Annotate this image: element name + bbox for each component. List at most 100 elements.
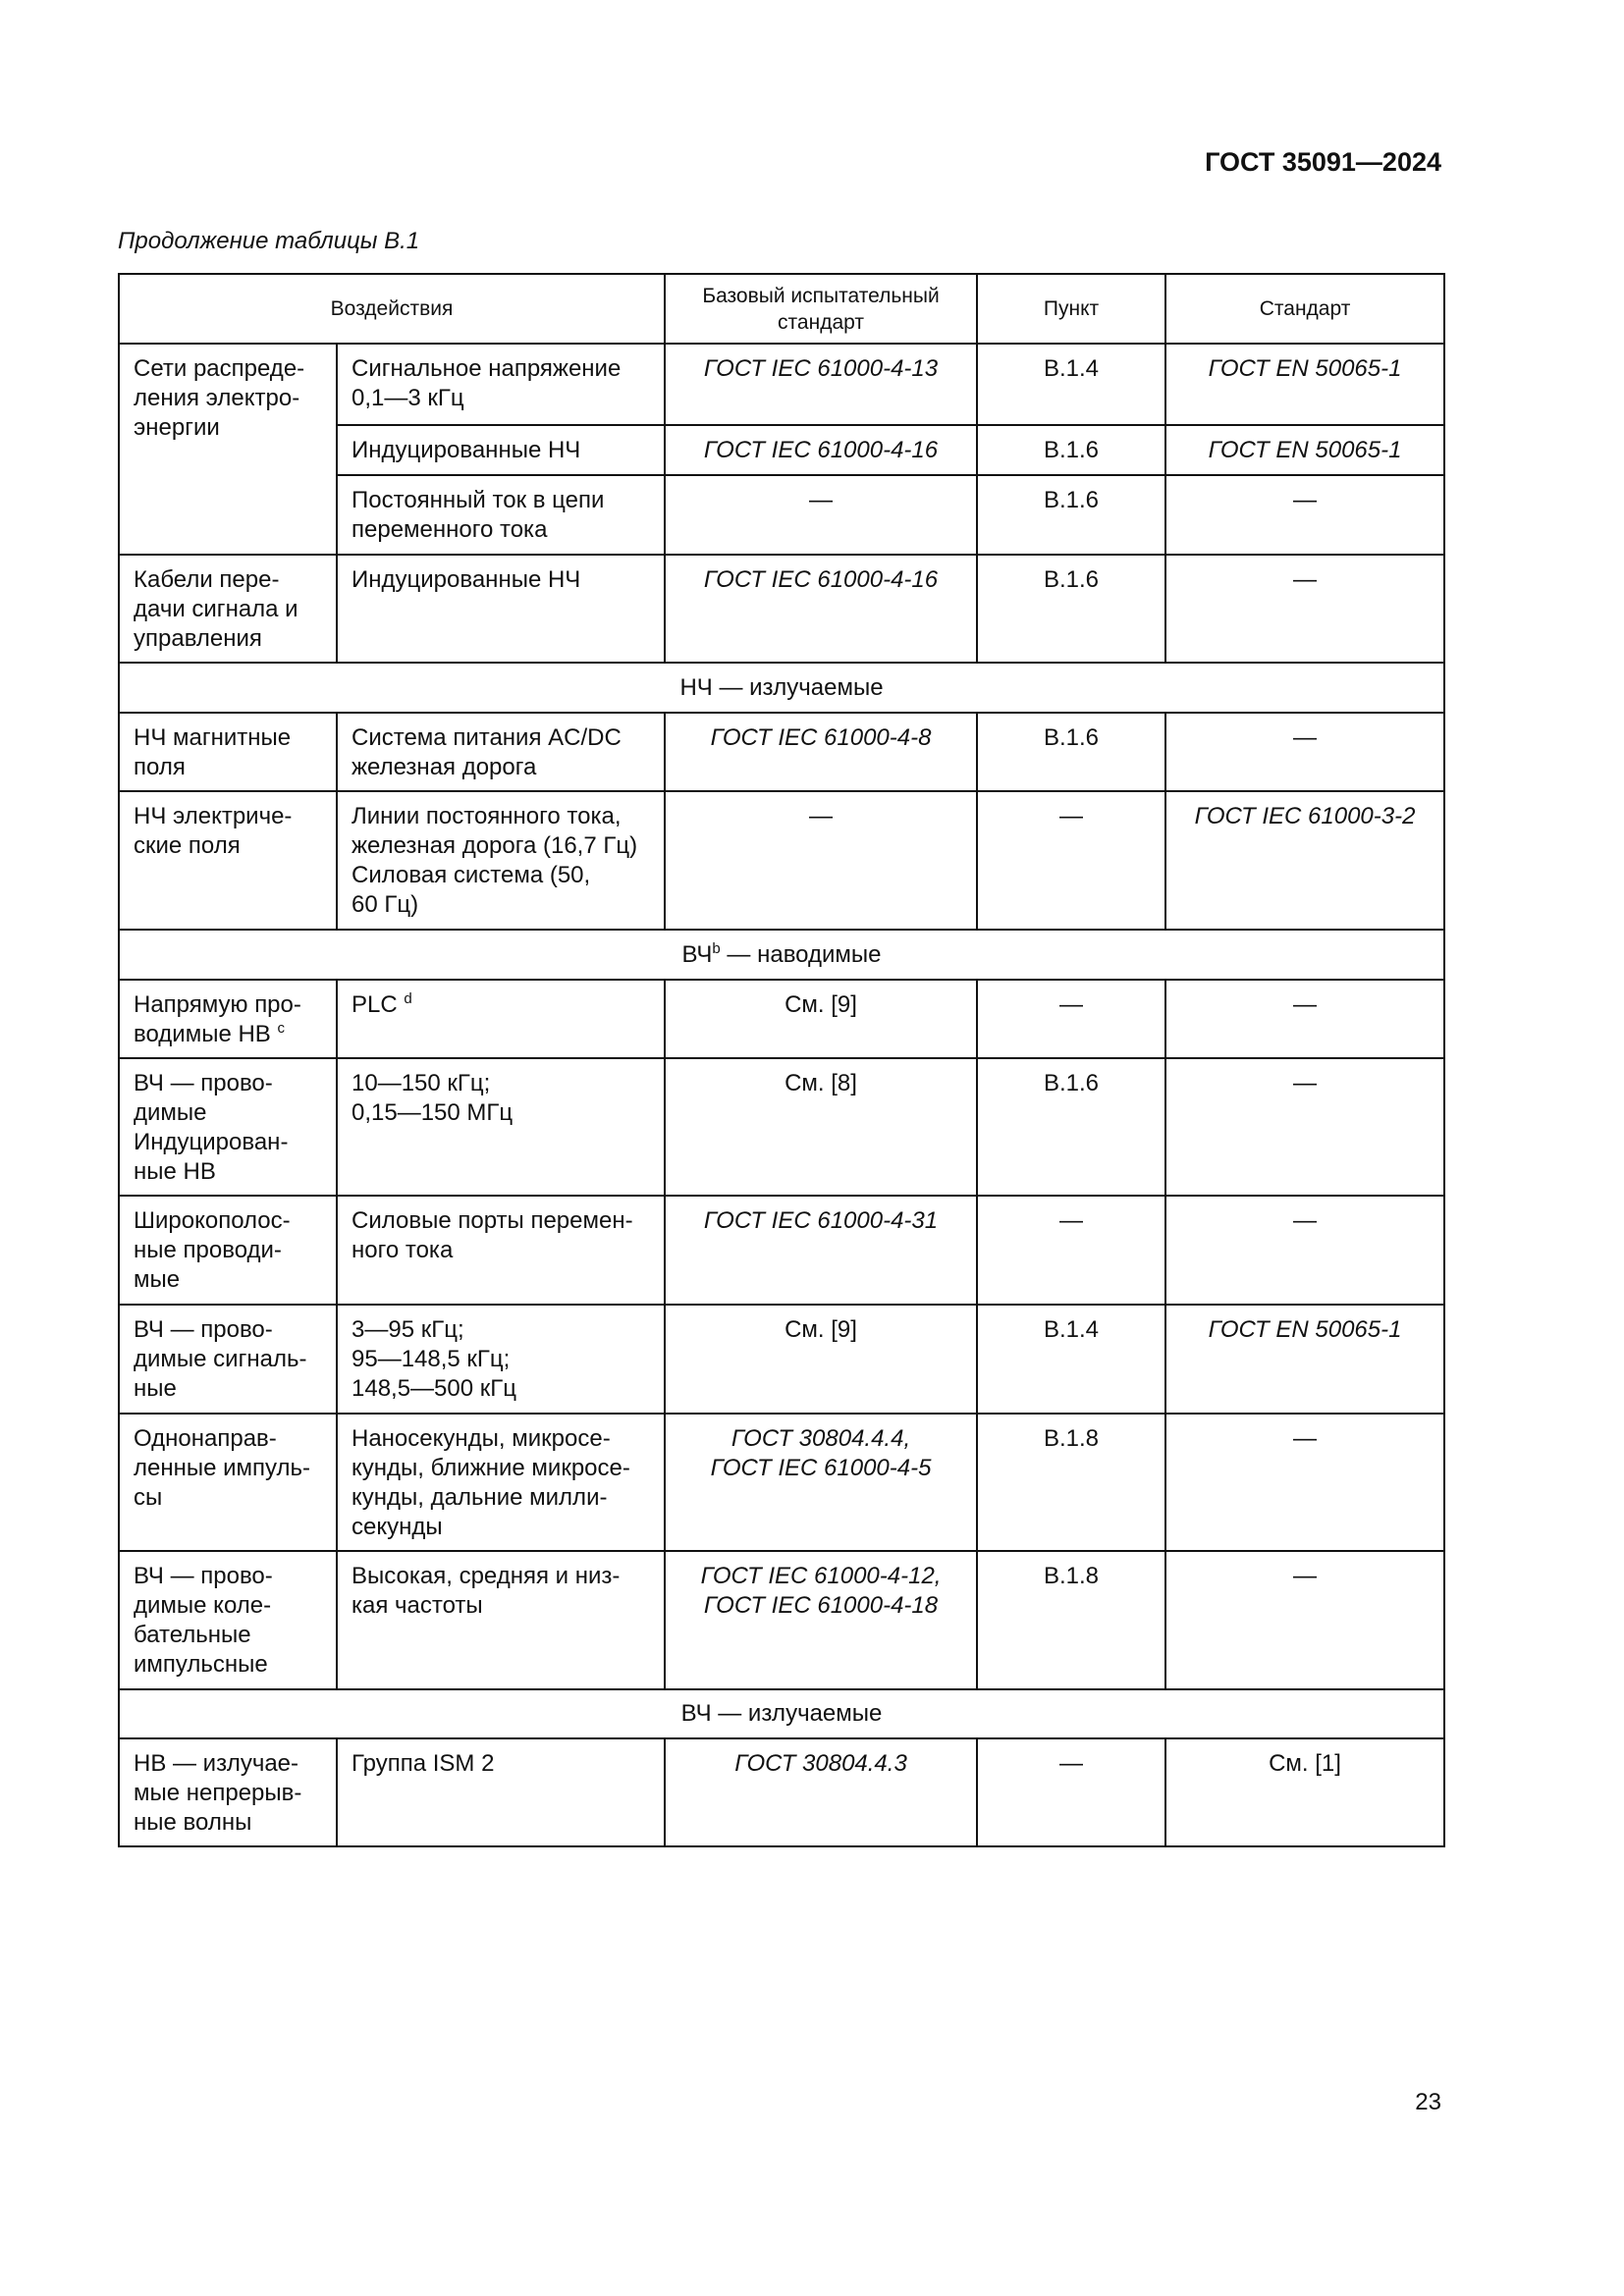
table-row: НВ — излучае- мые непрерыв- ные волны Гру… (118, 1737, 1446, 1847)
impact-group: ВЧ — прово- димые сигналь- ные (118, 1304, 338, 1415)
base-standard: — (664, 474, 979, 556)
base-standard-text: ГОСТ IEC 61000-4-8 (710, 724, 932, 751)
section-row: НЧ — излучаемые (117, 662, 1446, 714)
impact-detail-text: Группа ISM 2 (352, 1750, 495, 1777)
clause: B.1.6 (976, 474, 1167, 556)
clause-text: — (1059, 1750, 1084, 1777)
standard: См. [1] (1164, 1737, 1446, 1847)
impact-group-text: НЧ магнитные поля (134, 724, 292, 780)
impact-group-text: Сети распреде- ления электро- энергии (134, 355, 305, 441)
impact-detail-text: Силовые порты перемен- ного тока (352, 1207, 633, 1263)
impact-group: НВ — излучае- мые непрерыв- ные волны (118, 1737, 338, 1847)
table-row: ВЧ — прово- димые сигналь- ные 3—95 кГц; … (118, 1304, 1446, 1415)
table-row: ВЧ — прово- димые коле- бательные импуль… (118, 1550, 1446, 1690)
base-standard: См. [9] (664, 1304, 979, 1415)
impact-group-text: НВ — излучае- мые непрерыв- ные волны (134, 1750, 302, 1836)
footnote-marker: c (277, 1020, 285, 1037)
standard-text: См. [1] (1269, 1750, 1341, 1777)
impact-detail-text: Сигнальное напряжение 0,1—3 кГц (352, 355, 622, 411)
clause: B.1.8 (976, 1413, 1167, 1552)
standard: ГОСТ EN 50065-1 (1164, 424, 1446, 476)
table-header-row: Воздействия Базовый испытательный станда… (117, 273, 1446, 345)
clause-text: B.1.6 (1043, 566, 1100, 593)
standard: — (1164, 979, 1446, 1059)
impact-detail-text: 10—150 кГц; 0,15—150 МГц (352, 1070, 514, 1126)
header-clause: Пункт (976, 273, 1167, 345)
impact-detail: Система питания AC/DC железная дорога (335, 712, 667, 792)
footnote-marker: d (404, 990, 412, 1007)
section-row: ВЧ — излучаемые (117, 1688, 1446, 1739)
impact-detail-text: Постоянный ток в цепи переменного тока (352, 487, 605, 543)
clause-text: — (1059, 991, 1084, 1018)
base-standard-text: — (809, 803, 834, 829)
section-heading-text: ВЧ — излучаемые (680, 1700, 883, 1727)
impact-detail-text: Наносекунды, микросе- кунды, ближние мик… (352, 1425, 630, 1540)
section-row: ВЧb — наводимые (117, 929, 1446, 981)
section-heading-rest: — наводимые (720, 940, 882, 968)
standard-text: — (1293, 566, 1318, 593)
standard: ГОСТ EN 50065-1 (1164, 343, 1446, 426)
impact-detail-text: Индуцированные НЧ (352, 437, 581, 463)
clause: B.1.6 (976, 424, 1167, 476)
impact-group: Кабели пере- дачи сигнала и управления (118, 554, 338, 664)
impact-detail-text: Система питания AC/DC железная дорога (352, 724, 622, 780)
base-standard: ГОСТ 30804.4.3 (664, 1737, 979, 1847)
impact-detail: Индуцированные НЧ (335, 424, 667, 476)
clause: B.1.6 (976, 554, 1167, 664)
impact-detail-text: Линии постоянного тока, железная дорога … (352, 803, 638, 918)
impact-group-text: Кабели пере- дачи сигнала и управления (134, 566, 298, 652)
standard-text: — (1293, 1563, 1318, 1589)
impact-group: Однонаправ- ленные импуль- сы (118, 1413, 338, 1552)
base-standard-text: ГОСТ IEC 61000-4-16 (703, 566, 939, 593)
document-id: ГОСТ 35091—2024 (1205, 147, 1441, 177)
clause: B.1.6 (976, 712, 1167, 792)
base-standard-text: ГОСТ IEC 61000-4-31 (703, 1207, 939, 1234)
base-standard-text: ГОСТ IEC 61000-4-13 (703, 355, 939, 382)
impact-detail: Постоянный ток в цепи переменного тока (335, 474, 667, 556)
header-base-standard: Базовый испытательный стандарт (664, 273, 979, 345)
base-standard: ГОСТ IEC 61000-4-16 (664, 424, 979, 476)
standard-text: — (1293, 1425, 1318, 1452)
base-standard: ГОСТ IEC 61000-4-31 (664, 1195, 979, 1306)
base-standard-text: См. [9] (785, 1316, 857, 1343)
table-row: Постоянный ток в цепи переменного тока — B… (119, 474, 1446, 556)
base-standard-text: ГОСТ 30804.4.3 (734, 1750, 907, 1777)
clause-text: B.1.4 (1043, 355, 1100, 382)
base-standard-text: ГОСТ IEC 61000-4-12, ГОСТ IEC 61000-4-18 (700, 1563, 942, 1619)
impacts-table: Воздействия Базовый испытательный станда… (117, 273, 1446, 1847)
standard: — (1164, 1413, 1446, 1552)
impact-group: НЧ магнитные поля (118, 712, 338, 792)
standard: — (1164, 1195, 1446, 1306)
standard-text: — (1293, 1070, 1318, 1096)
impact-group-text: Однонаправ- ленные импуль- сы (134, 1425, 310, 1511)
clause: — (976, 1195, 1167, 1306)
clause: — (976, 979, 1167, 1059)
table-row: ВЧ — прово- димые Индуцирован- ные НВ 10—… (118, 1057, 1446, 1197)
clause: B.1.4 (976, 343, 1167, 426)
standard: — (1164, 1057, 1446, 1197)
standard-text: ГОСТ EN 50065-1 (1208, 355, 1402, 382)
clause-text: B.1.6 (1043, 724, 1100, 751)
page-number: 23 (1415, 2089, 1441, 2115)
base-standard: ГОСТ 30804.4.4, ГОСТ IEC 61000-4-5 (664, 1413, 979, 1552)
clause-text: — (1059, 1207, 1084, 1234)
impact-group: ВЧ — прово- димые коле- бательные импуль… (118, 1550, 338, 1690)
clause: — (976, 790, 1167, 931)
table-row: Сети распреде- ления электро- энергии Сиг… (118, 343, 1446, 556)
standard-text: ГОСТ EN 50065-1 (1208, 1316, 1402, 1343)
base-standard: ГОСТ IEC 61000-4-13 (664, 343, 979, 426)
impact-group: ВЧ — прово- димые Индуцирован- ные НВ (118, 1057, 338, 1197)
clause-text: — (1059, 803, 1084, 829)
impact-detail-text: Высокая, средняя и низ- кая частоты (352, 1563, 621, 1619)
impact-detail: 3—95 кГц; 95—148,5 кГц; 148,5—500 кГц (335, 1304, 667, 1415)
clause-text: B.1.8 (1043, 1563, 1100, 1589)
base-standard-text: ГОСТ IEC 61000-4-16 (703, 437, 939, 463)
impact-group: Напрямую про- водимые НВ c (118, 979, 338, 1059)
base-standard: См. [9] (664, 979, 979, 1059)
section-heading-text: ВЧ (681, 940, 713, 968)
impact-detail: Группа ISM 2 (335, 1737, 667, 1847)
section-heading-text: НЧ — излучаемые (679, 673, 884, 701)
impact-detail: Силовые порты перемен- ного тока (335, 1195, 667, 1306)
base-standard-text: См. [8] (785, 1070, 857, 1096)
standard-text: ГОСТ EN 50065-1 (1208, 437, 1402, 463)
